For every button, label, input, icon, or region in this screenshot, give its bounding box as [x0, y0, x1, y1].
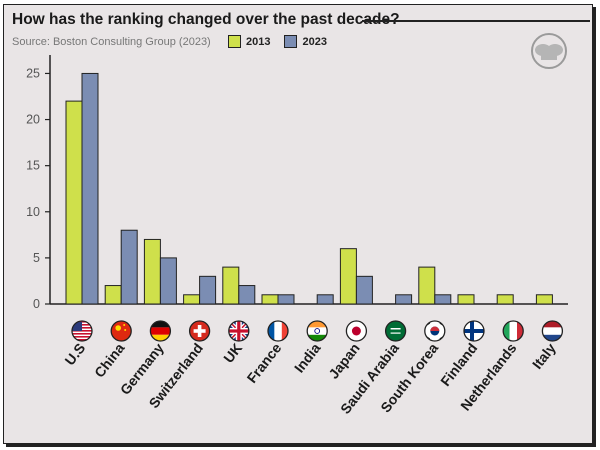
china-flag-icon	[111, 321, 132, 341]
bar-netherlands-2013	[496, 294, 514, 305]
y-tick-label-5: 5	[33, 251, 40, 265]
x-tick-label-china: China	[91, 340, 128, 381]
south-korea-flag-icon-outline	[424, 320, 446, 342]
france-flag-icon-outline	[267, 320, 289, 342]
bar-france-2023	[277, 294, 295, 305]
bar-switzerland-2023	[199, 275, 217, 305]
uk-flag-icon-outline	[228, 320, 250, 342]
chart-legend: 2013 2023	[228, 35, 341, 48]
bar-uk-2013	[222, 266, 240, 305]
bar-south-korea-2013	[418, 266, 436, 305]
x-tick-label-france: France	[243, 340, 284, 386]
south-korea-flag-icon	[424, 321, 445, 341]
x-tick-label-india: India	[291, 340, 324, 376]
y-tick-label-25: 25	[26, 66, 40, 80]
title-rule	[362, 20, 590, 22]
chart-title: How has the ranking changed over the pas…	[12, 11, 400, 28]
legend-item-2023: 2023	[284, 35, 327, 48]
y-tick-label-10: 10	[26, 205, 40, 219]
bar-italy-2013	[535, 294, 553, 305]
bar-japan-2023	[355, 275, 373, 305]
italy-flag-icon-outline	[541, 320, 564, 342]
china-flag-icon-outline	[110, 320, 132, 342]
japan-flag-icon	[346, 321, 367, 341]
saudi-arabia-flag-icon	[385, 321, 406, 341]
germany-flag-icon	[150, 321, 171, 341]
legend-label-2013: 2013	[246, 35, 271, 48]
us-flag-icon	[72, 321, 92, 341]
bar-japan-2013	[339, 248, 357, 305]
bar-switzerland-2013	[183, 294, 201, 305]
bar-china-2023	[120, 229, 138, 305]
chart-card: How has the ranking changed over the pas…	[3, 4, 593, 444]
y-tick-label-20: 20	[26, 113, 40, 127]
brand-logo-icon	[524, 31, 574, 76]
netherlands-flag-icon	[503, 321, 524, 341]
uk-flag-icon	[228, 321, 249, 341]
bar-finland-2013	[457, 294, 475, 305]
x-tick-label-japan: Japan	[325, 340, 363, 382]
x-tick-label-u-s: U.S	[61, 340, 88, 368]
legend-item-2013: 2013	[228, 35, 270, 48]
switzerland-flag-icon	[189, 321, 210, 341]
bar-saudi-arabia-2023	[395, 294, 413, 305]
netherlands-flag-icon-outline	[502, 320, 524, 342]
bar-germany-2013	[143, 238, 161, 305]
us-flag-icon-outline	[71, 320, 93, 342]
saudi-arabia-flag-icon-outline	[384, 320, 407, 342]
switzerland-flag-icon-outline	[188, 320, 211, 342]
france-flag-icon	[268, 321, 288, 341]
x-tick-label-uk: UK	[220, 340, 245, 366]
bar-germany-2023	[159, 257, 177, 305]
bar-china-2013	[104, 285, 122, 305]
finland-flag-icon	[464, 321, 484, 341]
germany-flag-icon-outline	[149, 320, 172, 342]
y-tick-label-0: 0	[33, 297, 40, 311]
india-flag-icon	[307, 321, 328, 341]
italy-flag-icon	[542, 321, 563, 341]
y-tick-label-15: 15	[26, 159, 40, 173]
chart-subtitle: Source: Boston Consulting Group (2023)	[12, 36, 211, 48]
legend-swatch-2023	[284, 35, 298, 48]
india-flag-icon-outline	[306, 320, 328, 342]
finland-flag-icon-outline	[463, 320, 485, 342]
bar-india-2023	[316, 294, 334, 305]
bar-south-korea-2023	[434, 294, 452, 305]
legend-label-2023: 2023	[302, 35, 327, 48]
bar-u-s-2013	[65, 100, 83, 305]
x-tick-label-italy: Italy	[529, 340, 559, 372]
bar-france-2013	[261, 294, 279, 305]
japan-flag-icon-outline	[345, 320, 368, 342]
bar-u-s-2023	[81, 72, 99, 305]
legend-swatch-2013	[228, 35, 241, 48]
bar-uk-2023	[238, 285, 256, 305]
